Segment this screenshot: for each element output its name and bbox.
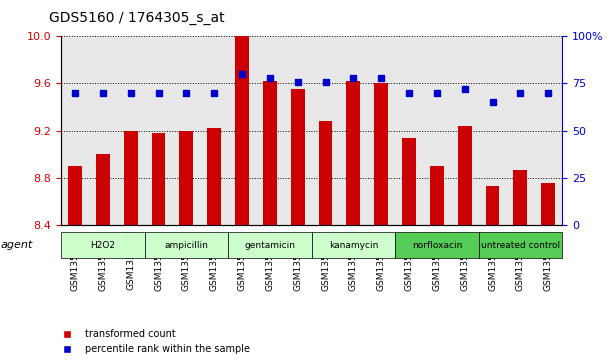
Bar <box>402 138 416 363</box>
Bar <box>513 170 527 363</box>
Text: ampicillin: ampicillin <box>164 241 208 250</box>
Bar <box>346 81 360 363</box>
FancyBboxPatch shape <box>478 232 562 258</box>
Text: untreated control: untreated control <box>481 241 560 250</box>
Bar <box>207 129 221 363</box>
Text: H2O2: H2O2 <box>90 241 115 250</box>
FancyBboxPatch shape <box>395 232 478 258</box>
Legend: transformed count, percentile rank within the sample: transformed count, percentile rank withi… <box>54 326 254 358</box>
Text: gentamicin: gentamicin <box>244 241 295 250</box>
Bar <box>123 131 137 363</box>
Bar <box>430 166 444 363</box>
Text: agent: agent <box>1 240 33 250</box>
Text: kanamycin: kanamycin <box>329 241 378 250</box>
Text: norfloxacin: norfloxacin <box>412 241 462 250</box>
Bar <box>152 133 166 363</box>
FancyBboxPatch shape <box>61 232 145 258</box>
FancyBboxPatch shape <box>228 232 312 258</box>
Bar <box>235 36 249 363</box>
Bar <box>180 131 193 363</box>
Bar <box>263 81 277 363</box>
Bar <box>96 154 110 363</box>
Bar <box>68 166 82 363</box>
Bar <box>318 121 332 363</box>
FancyBboxPatch shape <box>145 232 228 258</box>
Bar <box>458 126 472 363</box>
Bar <box>291 89 305 363</box>
Bar <box>486 186 500 363</box>
FancyBboxPatch shape <box>312 232 395 258</box>
Bar <box>541 183 555 363</box>
Text: GDS5160 / 1764305_s_at: GDS5160 / 1764305_s_at <box>49 11 224 25</box>
Bar <box>374 83 388 363</box>
